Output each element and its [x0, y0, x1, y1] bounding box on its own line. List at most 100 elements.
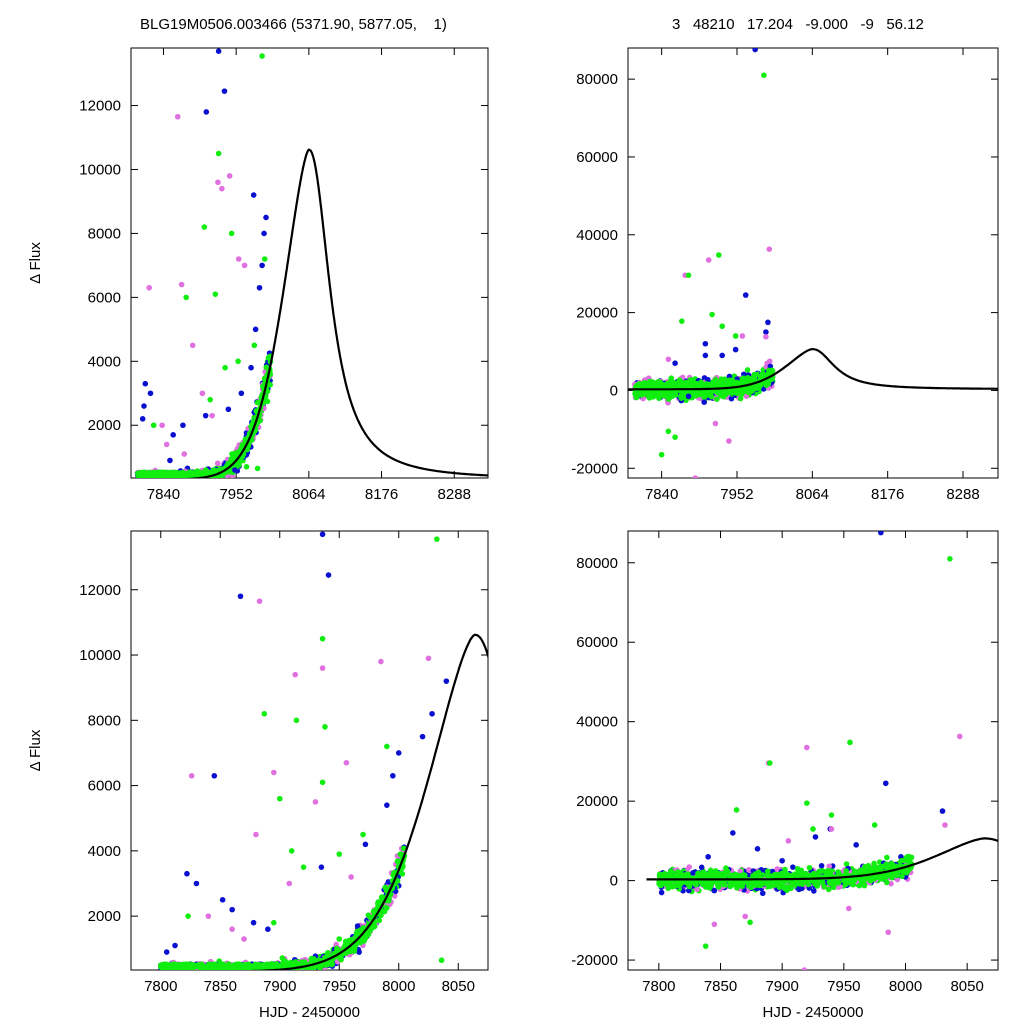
data-point-magenta — [229, 926, 235, 933]
data-point-blue — [229, 906, 235, 913]
data-point-magenta — [241, 262, 248, 269]
x-tick-label: 8050 — [442, 978, 475, 995]
data-point-magenta — [739, 333, 746, 339]
y-tick-label: 6000 — [88, 778, 121, 795]
data-point-blue — [429, 710, 435, 717]
data-point-green — [665, 428, 672, 435]
data-point-green — [319, 779, 326, 786]
data-point-green — [180, 473, 187, 478]
y-tick-label: 40000 — [576, 714, 618, 731]
y-tick-label: 2000 — [88, 908, 121, 925]
x-tick-label: 7850 — [704, 978, 737, 995]
chart-panel-bottom-right: 7800 7850 7900 7950 8000 8050-200000200004000… — [571, 530, 999, 1021]
data-point-blue — [705, 376, 711, 383]
data-point-blue — [325, 572, 332, 578]
data-point-magenta — [292, 671, 299, 678]
data-point-magenta — [181, 451, 188, 457]
y-tick-label: 20000 — [576, 305, 618, 322]
model-curve — [628, 348, 998, 391]
data-point-blue — [319, 531, 326, 538]
y-tick-label: 4000 — [88, 353, 121, 370]
data-point-blue — [763, 329, 769, 335]
data-point-green — [190, 962, 197, 968]
data-point-green — [201, 224, 208, 230]
y-tick-label: 80000 — [576, 71, 618, 88]
data-point-blue — [702, 340, 709, 347]
data-point-magenta — [343, 759, 350, 766]
data-point-green — [293, 717, 300, 724]
x-tick-label: 7800 — [144, 978, 177, 995]
x-tick-label: 8288 — [946, 486, 979, 503]
data-point-green — [276, 795, 283, 802]
data-point-green — [679, 318, 685, 324]
data-point-blue — [790, 864, 796, 870]
data-point-green — [336, 851, 343, 857]
data-point-green — [685, 272, 692, 279]
data-point-magenta — [189, 342, 196, 349]
x-tick-label: 7950 — [827, 978, 860, 995]
data-point-magenta — [763, 333, 769, 340]
x-tick-label: 7900 — [765, 978, 798, 995]
y-tick-label: 8000 — [88, 225, 121, 242]
y-tick-label: 12000 — [79, 582, 121, 599]
data-point-green — [708, 393, 715, 400]
data-point-green — [384, 743, 390, 750]
data-point-green — [232, 966, 239, 970]
data-point-magenta — [378, 658, 384, 665]
data-point-blue — [701, 399, 707, 406]
data-point-green — [260, 962, 267, 968]
data-point-blue — [250, 192, 257, 198]
data-point-blue — [238, 390, 245, 397]
data-point-magenta — [826, 863, 833, 870]
star-id-title: BLG19M0506.003466 (5371.90, 5877.05, 1) — [140, 16, 447, 33]
data-point-blue — [384, 802, 390, 808]
data-point-green — [166, 470, 173, 476]
plot-frame — [130, 530, 489, 971]
data-point-green — [752, 385, 759, 391]
data-point-green — [192, 470, 198, 477]
x-tick-label: 8176 — [871, 486, 904, 503]
x-tick-label: 8176 — [365, 486, 398, 503]
data-point-green — [251, 342, 258, 349]
y-tick-label: 80000 — [576, 555, 618, 572]
model-curve — [247, 633, 488, 970]
data-point-blue — [395, 750, 402, 756]
x-tick-label: 8288 — [438, 486, 471, 503]
data-point-magenta — [174, 113, 181, 120]
data-point-blue — [742, 292, 749, 298]
data-point-blue — [237, 593, 244, 600]
data-point-green — [243, 964, 249, 970]
data-point-magenta — [219, 185, 225, 192]
data-point-green — [243, 464, 250, 470]
y-tick-label: 12000 — [79, 98, 121, 115]
data-point-blue — [263, 214, 269, 221]
data-point-magenta — [425, 655, 432, 662]
x-tick-label: 8000 — [382, 978, 415, 995]
data-point-blue — [265, 926, 271, 933]
data-point-magenta — [214, 460, 221, 467]
data-point-blue — [443, 678, 450, 684]
data-point-magenta — [235, 256, 242, 262]
y-tick-label: 0 — [610, 382, 618, 399]
data-point-magenta — [286, 880, 293, 887]
y-tick-label: 4000 — [88, 843, 121, 860]
data-point-green — [215, 150, 222, 157]
data-point-green — [150, 422, 157, 429]
data-point-blue — [256, 284, 263, 291]
plot-frame — [627, 47, 999, 479]
data-point-blue — [172, 942, 178, 949]
data-point-green — [254, 465, 261, 472]
y-tick-label: 10000 — [79, 161, 121, 178]
data-point-green — [336, 936, 343, 942]
data-point-blue — [250, 919, 257, 926]
data-point-green — [384, 905, 390, 911]
data-point-blue — [702, 352, 709, 359]
data-point-blue — [672, 360, 678, 367]
data-point-magenta — [199, 390, 206, 397]
data-point-blue — [765, 319, 771, 326]
data-point-green — [672, 434, 678, 440]
data-point-green — [648, 382, 655, 389]
data-point-green — [367, 927, 373, 934]
data-point-blue — [170, 432, 176, 438]
data-point-green — [266, 964, 272, 970]
